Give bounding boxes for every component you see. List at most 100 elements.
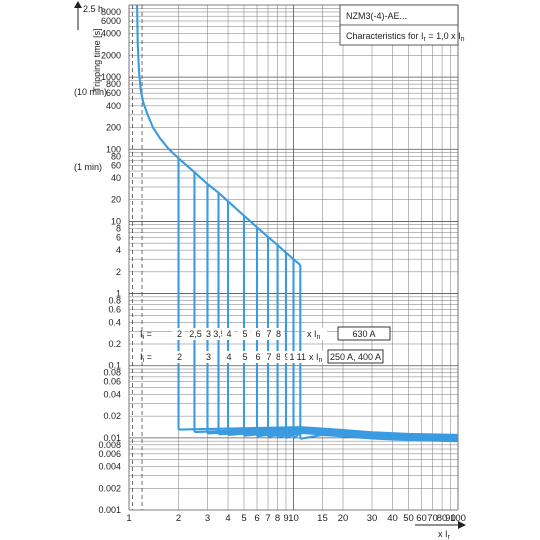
rating-box-label: 630 A — [352, 329, 375, 339]
x-tick-label: 100 — [450, 513, 466, 524]
setting-value: 5 — [242, 352, 247, 362]
header-subtitle: Characteristics for Ir = 1,0 x In — [346, 31, 465, 43]
x-tick-label: 5 — [241, 513, 246, 524]
setting-value-bg — [172, 351, 185, 363]
setting-value: 8 — [276, 352, 281, 362]
x-axis-label: x Ir — [438, 529, 451, 540]
header-title: NZM3(-4)-AE... — [346, 11, 407, 21]
y-tick-label: 0.04 — [103, 389, 121, 399]
setting-value-bg — [262, 328, 275, 340]
setting-value: 4 — [227, 352, 232, 362]
x-tick-label: 2 — [176, 513, 181, 524]
x-tick-label: 20 — [338, 513, 349, 524]
y-tick-label: 2 — [116, 267, 121, 277]
setting-value: 11 — [297, 352, 306, 362]
setting-value: 7 — [267, 329, 272, 339]
instantaneous-tail — [300, 433, 459, 443]
y-tick-label: 200 — [106, 123, 121, 133]
setting-value: 2 — [177, 352, 182, 362]
setting-value: 3 — [206, 329, 211, 339]
chart-labels: 8000600040002000100080060040020010080604… — [74, 1, 466, 540]
x-axis-arrow-head — [458, 521, 466, 529]
x-tick-label: 15 — [317, 513, 328, 524]
rating-box-label: 250 A, 400 A — [330, 352, 381, 362]
x-tick-label: 40 — [387, 513, 398, 524]
x-tick-label: 50 — [403, 513, 414, 524]
setting-value-bg — [222, 328, 235, 340]
setting-value: 7 — [267, 352, 272, 362]
x-tick-label: 30 — [367, 513, 378, 524]
setting-value: 5 — [242, 329, 247, 339]
setting-value: 3 — [206, 352, 211, 362]
y-tick-label: 4 — [116, 245, 121, 255]
y-tick-label: 10 — [111, 216, 121, 226]
setting-unit-bg — [307, 351, 329, 363]
x-tick-label: 8 — [275, 513, 280, 524]
y-tick-label: 0.1 — [108, 361, 121, 371]
setting-value: 4 — [227, 329, 232, 339]
y-tick-label: 0.06 — [103, 377, 121, 387]
setting-value-bg — [172, 328, 185, 340]
y-tick-label: 2000 — [101, 50, 121, 60]
setting-value-bg — [188, 328, 201, 340]
y-tick-label: 0.2 — [108, 339, 121, 349]
y-tick-label: 1 — [116, 289, 121, 299]
y-tick-label: 80 — [111, 151, 121, 161]
y-tick-label: 0.02 — [103, 411, 121, 421]
y-axis-label: Tripping time [s] — [92, 28, 102, 92]
x-tick-label: 60 — [416, 513, 427, 524]
setting-value: 8 — [276, 329, 281, 339]
x-tick-label: 7 — [265, 513, 270, 524]
setting-unit-bg — [305, 328, 327, 340]
y-tick-label: 0.6 — [108, 305, 121, 315]
setting-value-bg — [212, 328, 225, 340]
setting-value-bg — [271, 328, 284, 340]
y-axis-label-10min: (10 min) — [74, 87, 107, 97]
y-tick-label: 8000 — [101, 7, 121, 17]
x-tick-label: 70 — [427, 513, 438, 524]
y-tick-label: 0.08 — [103, 368, 121, 378]
setting-value-bg — [251, 328, 264, 340]
y-tick-label: 800 — [106, 79, 121, 89]
setting-row-prefix: Ii = — [140, 329, 152, 341]
rating-box — [327, 349, 384, 364]
setting-value-bg — [262, 351, 275, 363]
y-tick-label: 8 — [116, 223, 121, 233]
y-tick-label: 0.008 — [98, 440, 121, 450]
y-tick-label: 0.002 — [98, 483, 121, 493]
y-tick-label: 100 — [106, 144, 121, 154]
x-tick-label: 9 — [283, 513, 288, 524]
y-tick-label: 40 — [111, 173, 121, 183]
setting-value-bg — [251, 351, 264, 363]
x-tick-label: 90 — [445, 513, 456, 524]
x-tick-label: 6 — [254, 513, 259, 524]
y-tick-label: 1000 — [101, 72, 121, 82]
setting-value: 6 — [255, 352, 260, 362]
setting-value: 6 — [255, 329, 260, 339]
setting-row-prefix: Ii = — [140, 352, 152, 364]
rating-box — [337, 326, 391, 341]
y-tick-label: 4000 — [101, 29, 121, 39]
setting-value-bg — [237, 351, 250, 363]
chart-curves — [136, 4, 459, 443]
y-tick-label: 0.8 — [108, 296, 121, 306]
y-tick-label: 6 — [116, 232, 121, 242]
setting-value: 9 — [284, 352, 289, 362]
x-tick-label: 4 — [225, 513, 230, 524]
x-tick-label: 10 — [288, 513, 299, 524]
y-tick-label: 400 — [106, 101, 121, 111]
y-tick-label: 60 — [111, 160, 121, 170]
setting-value: 3,5 — [213, 329, 226, 339]
y-tick-label: 6000 — [101, 16, 121, 26]
setting-value-bg — [222, 351, 235, 363]
y-axis-top-label: 2.5 h — [83, 4, 103, 14]
y-axis-label-1min: (1 min) — [74, 162, 102, 172]
setting-value: 2 — [177, 329, 182, 339]
y-tick-label: 0.006 — [98, 449, 121, 459]
y-tick-label: 600 — [106, 88, 121, 98]
y-tick-label: 20 — [111, 195, 121, 205]
x-tick-label: 1 — [126, 513, 131, 524]
setting-value-bg — [201, 351, 214, 363]
y-tick-label: 0.01 — [103, 433, 121, 443]
